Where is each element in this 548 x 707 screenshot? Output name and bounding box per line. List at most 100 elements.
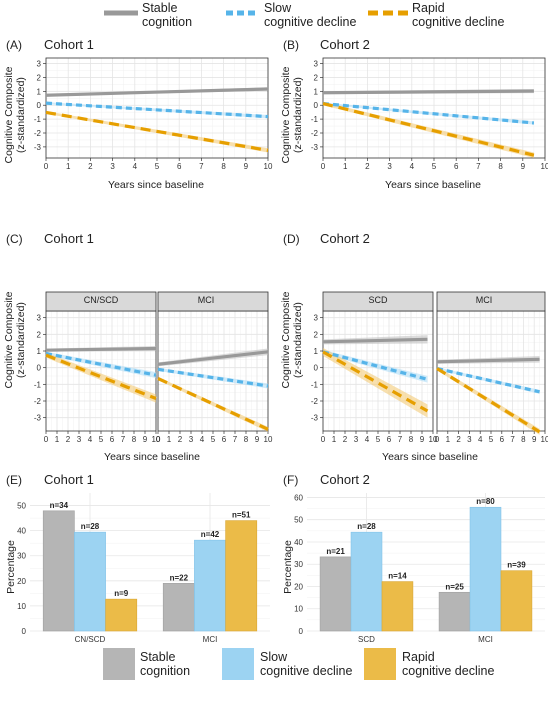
legend-label-stable-2: cognition bbox=[142, 15, 192, 29]
series-line-0 bbox=[45, 346, 157, 352]
panel-c-strip-label-right: MCI bbox=[198, 295, 215, 305]
legend-bottom-swatch-rapid bbox=[364, 648, 396, 680]
panel-c-xlabel: Years since baseline bbox=[104, 451, 200, 463]
x-tick-label: 4 bbox=[478, 435, 483, 444]
y-tick-label: -1 bbox=[34, 115, 42, 124]
panel-e-plot: 0 10 20 30 40 50 n=34 n=28 n=9 CN/SCD n=22 n=42 n=51… bbox=[17, 493, 270, 644]
y-tick-label: -3 bbox=[34, 143, 42, 152]
panel-a-ylabel-2: (z-standardized) bbox=[15, 77, 27, 153]
x-tick-label: 7 bbox=[476, 162, 481, 171]
y-tick-label: 3 bbox=[314, 60, 319, 69]
y-tick-label: 2 bbox=[37, 330, 42, 339]
legend-bottom-label-stable-2: cognition bbox=[140, 664, 190, 678]
series-line-1 bbox=[157, 367, 269, 388]
panel-c-ylabel-2: (z-standardized) bbox=[15, 302, 27, 378]
x-tick-label: 0 bbox=[321, 435, 326, 444]
panel-a-xlabel: Years since baseline bbox=[108, 179, 204, 191]
x-tick-label: 10 bbox=[541, 435, 548, 444]
y-tick-label: 1 bbox=[37, 87, 42, 96]
bar-1-1 bbox=[469, 506, 502, 632]
y-tick-label: -2 bbox=[34, 397, 42, 406]
x-category-label: MCI bbox=[478, 635, 493, 644]
y-tick-label: 20 bbox=[294, 582, 303, 591]
x-tick-label: 5 bbox=[155, 162, 160, 171]
x-tick-label: 6 bbox=[387, 435, 392, 444]
panel-e-ylabel: Percentage bbox=[5, 540, 17, 594]
legend-top: Stable cognition Slow cognitive decline … bbox=[104, 1, 504, 29]
x-tick-label: 9 bbox=[255, 435, 260, 444]
y-tick-label: 0 bbox=[314, 101, 319, 110]
x-tick-label: 3 bbox=[189, 435, 194, 444]
series-line-0 bbox=[45, 87, 269, 97]
bar-label: n=28 bbox=[357, 522, 376, 531]
legend-bottom-label-rapid-2: cognitive decline bbox=[402, 664, 494, 678]
facet-strip bbox=[45, 291, 157, 312]
x-tick-label: 1 bbox=[332, 435, 337, 444]
series-line-2 bbox=[45, 353, 157, 400]
legend-bottom-swatch-slow bbox=[222, 648, 254, 680]
y-tick-label: 0 bbox=[22, 627, 27, 636]
x-tick-label: 9 bbox=[532, 435, 537, 444]
series-line-1 bbox=[45, 101, 269, 119]
panel-d-title: Cohort 2 bbox=[320, 231, 370, 246]
x-tick-label: 2 bbox=[343, 435, 348, 444]
y-tick-label: 0 bbox=[37, 364, 42, 373]
y-tick-label: 1 bbox=[314, 87, 319, 96]
x-tick-label: 3 bbox=[354, 435, 359, 444]
bar-label: n=34 bbox=[50, 501, 69, 510]
x-tick-label: 2 bbox=[66, 435, 71, 444]
x-tick-label: 4 bbox=[410, 162, 415, 171]
bar-2-0 bbox=[105, 598, 138, 632]
panel-f-plot: 0 10 20 30 40 50 60 n=21 n=28 n=14 SCD n=25 n=80 n=39… bbox=[294, 493, 545, 644]
series-line-1 bbox=[436, 366, 540, 394]
legend-bottom-label-slow-2: cognitive decline bbox=[260, 664, 352, 678]
x-tick-label: 8 bbox=[132, 435, 137, 444]
x-tick-label: 8 bbox=[409, 435, 414, 444]
y-tick-label: -3 bbox=[311, 414, 319, 423]
panel-a-ylabel-1: Cognitive Composite bbox=[3, 66, 15, 163]
x-tick-label: 8 bbox=[244, 435, 249, 444]
series-band-2 bbox=[158, 377, 268, 432]
bar-1-1 bbox=[194, 539, 226, 632]
x-tick-label: 6 bbox=[454, 162, 459, 171]
bar-label: n=25 bbox=[445, 582, 464, 591]
x-tick-label: 8 bbox=[221, 162, 226, 171]
y-tick-label: -2 bbox=[311, 129, 319, 138]
panel-b-ylabel-2: (z-standardized) bbox=[292, 77, 304, 153]
legend-label-rapid-2: cognitive decline bbox=[412, 15, 504, 29]
bar-label: n=22 bbox=[170, 573, 189, 582]
x-tick-label: 4 bbox=[88, 435, 93, 444]
x-tick-label: 5 bbox=[432, 162, 437, 171]
y-tick-label: -3 bbox=[311, 143, 319, 152]
panel-d-ylabel-1: Cognitive Composite bbox=[280, 291, 292, 388]
x-category-label: CN/SCD bbox=[75, 635, 106, 644]
x-tick-label: 7 bbox=[233, 435, 238, 444]
x-tick-label: 6 bbox=[177, 162, 182, 171]
panel-f-label: (F) bbox=[283, 473, 298, 487]
x-tick-label: 2 bbox=[178, 435, 183, 444]
series-line-2 bbox=[322, 350, 429, 413]
x-category-label: SCD bbox=[358, 635, 375, 644]
x-tick-label: 7 bbox=[199, 162, 204, 171]
panel-b-ylabel-1: Cognitive Composite bbox=[280, 66, 292, 163]
y-tick-label: 30 bbox=[17, 552, 26, 561]
series-line-2 bbox=[436, 367, 541, 434]
series-band-2 bbox=[437, 366, 540, 435]
x-tick-label: 5 bbox=[376, 435, 381, 444]
legend-label-slow-2: cognitive decline bbox=[264, 15, 356, 29]
panel-f-ylabel: Percentage bbox=[282, 540, 294, 594]
y-tick-label: 3 bbox=[314, 314, 319, 323]
panel-e-title: Cohort 1 bbox=[44, 472, 94, 487]
series-line-2 bbox=[157, 377, 269, 431]
panel-b-title: Cohort 2 bbox=[320, 37, 370, 52]
bar-label: n=39 bbox=[507, 561, 526, 570]
bar-1-0 bbox=[74, 531, 106, 632]
x-tick-label: 5 bbox=[489, 435, 494, 444]
x-tick-label: 3 bbox=[77, 435, 82, 444]
y-tick-label: -3 bbox=[34, 414, 42, 423]
x-tick-label: 6 bbox=[110, 435, 115, 444]
y-tick-label: -1 bbox=[311, 115, 319, 124]
y-tick-label: 2 bbox=[37, 73, 42, 82]
